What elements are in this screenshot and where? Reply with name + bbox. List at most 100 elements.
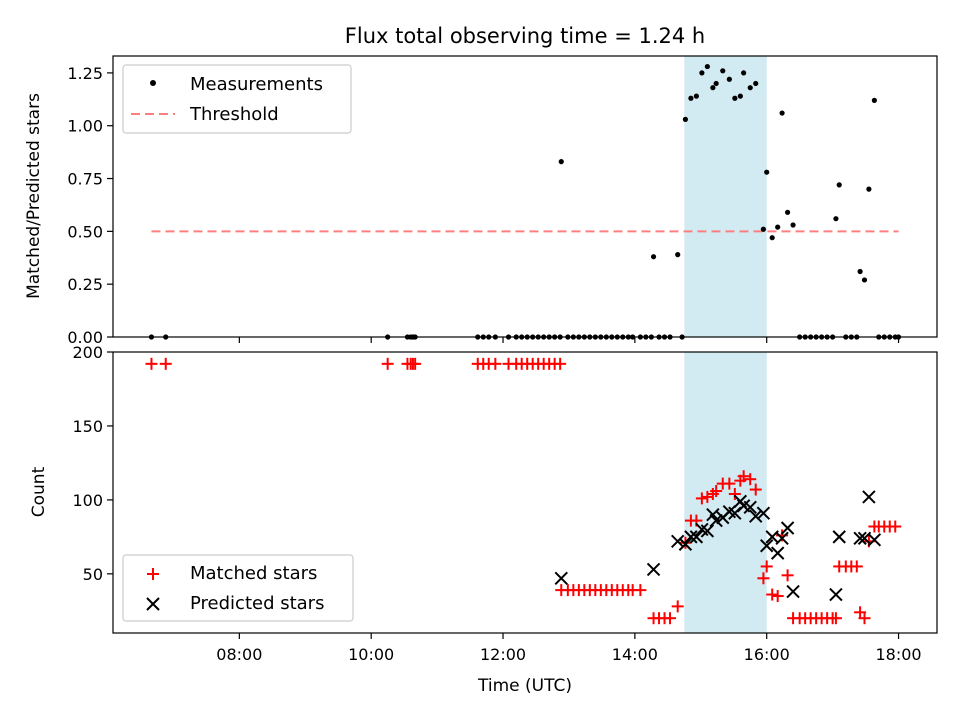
x-tick-label: 18:00 [875,645,921,664]
bottom-y-ticks: 50 100 150 200 [72,343,113,584]
matched-star-point [409,357,422,370]
bottom-panel: 50 100 150 200 08:00 10:00 12:00 14:00 16:00 18:… [29,343,938,696]
measurement-point [790,222,796,228]
matched-star-point [728,487,741,500]
predicted-star-point [646,562,661,577]
measurement-point [682,116,689,122]
y-tick-label: 0.25 [67,275,103,294]
measurement-point [704,63,710,70]
measurement-point [784,209,791,215]
measurement-point [737,93,743,99]
measurement-point [753,80,759,87]
predicted-star-point [853,531,867,546]
top-y-ticks: 0.00 0.25 0.50 0.75 1.00 1.25 [67,64,113,347]
matched-star-point [850,560,863,573]
predicted-star-point [770,546,785,560]
matched-star-point [829,612,842,625]
matched-star-point [710,485,723,498]
legend-dot-marker [150,80,156,86]
measurement-point [710,85,716,91]
predicted-star-point [749,509,763,523]
matched-star-point [701,490,714,503]
measurement-point [741,70,747,76]
top-plot-frame [112,55,938,338]
bottom-legend-box [122,554,354,622]
measurement-point [760,226,767,232]
y-tick-label: 0.75 [67,170,103,189]
measurement-point [675,252,681,258]
legend-plus-marker [147,568,159,580]
predicted-star-point [671,534,685,549]
legend-matched-label: Matched stars [190,563,317,584]
measurement-point [779,110,785,116]
measurement-point [693,93,699,99]
measurement-point [764,169,770,175]
measurement-point [871,97,877,103]
measurement-point [726,76,732,82]
measurement-point [747,85,753,91]
matched-star-point [695,492,708,505]
predicted-star-point [689,530,704,544]
measurement-point [775,224,781,230]
predicted-star-point [684,530,698,544]
predicted-star-point [862,490,876,504]
measurement-point [732,95,738,101]
matched-star-point [737,470,750,483]
matched-star-point [723,477,736,490]
observing-window-shade-top [684,56,767,337]
x-tick-label: 12:00 [480,645,526,664]
matched-star-point [781,569,794,582]
legend-measurements-label: Measurements [190,74,323,95]
predicted-star-point [829,587,843,602]
matched-star-point [744,473,757,486]
matched-star-point [766,588,779,601]
measurement-point [713,80,719,87]
x-tick-label: 14:00 [612,645,658,664]
measurement-point [769,235,775,241]
top-panel: 0.00 0.25 0.50 0.75 1.00 1.25 Matched/Predict… [24,55,938,347]
bottom-x-ticks: 08:00 10:00 12:00 14:00 16:00 18:00 [216,633,922,664]
top-y-axis-label: Matched/Predicted stars [24,93,44,299]
matched-star-point [489,357,502,370]
x-tick-label: 08:00 [216,645,262,664]
bottom-legend: Matched stars Predicted stars [122,554,354,622]
predicted-star-point [786,584,800,599]
predicted-star-point [554,571,568,585]
matched-star-point [159,357,172,370]
matched-star-point [145,357,158,370]
predicted-star-point [780,521,795,535]
measurement-point [861,277,868,283]
y-tick-label: 1.00 [67,117,103,136]
predicted-star-point [775,531,789,546]
predicted-star-point [678,537,693,551]
predicted-star-point [756,506,771,520]
measurement-point [836,182,842,188]
matched-star-point [664,612,677,625]
predicted-star-point [709,513,723,528]
predicted-star-point [867,533,882,547]
x-tick-label: 16:00 [744,645,790,664]
y-tick-label: 1.25 [67,64,103,83]
y-tick-label: 100 [72,491,103,510]
measurement-point [558,159,564,165]
matched-stars-points [145,357,902,625]
matched-star-point [858,612,871,625]
predicted-star-point [700,524,715,538]
measurement-point [688,95,694,101]
top-legend: Measurements Threshold [122,64,352,134]
matched-star-point [749,483,762,496]
predicted-star-point [832,530,846,544]
legend-threshold-label: Threshold [189,104,279,125]
y-tick-label: 150 [72,417,103,436]
observing-window-shade-bottom [684,352,767,633]
chart-title: Flux total observing time = 1.24 h [345,24,705,48]
matched-star-point [671,600,684,613]
matched-star-point [634,584,647,597]
measurement-point [857,268,863,275]
x-axis-label: Time (UTC) [477,676,572,696]
predicted-stars-points [554,490,882,602]
measurement-points [148,63,902,340]
predicted-star-point [759,539,774,553]
matched-star-point [381,357,394,370]
